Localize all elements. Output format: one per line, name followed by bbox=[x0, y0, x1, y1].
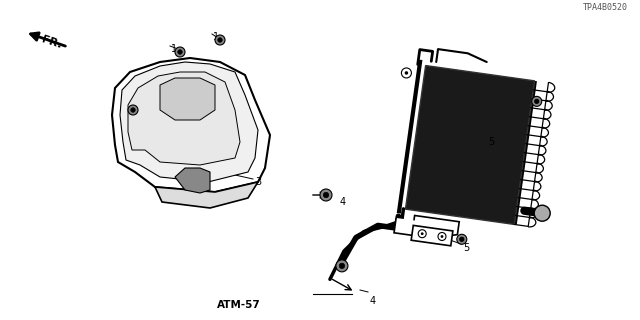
Circle shape bbox=[320, 189, 332, 201]
Circle shape bbox=[131, 108, 135, 112]
Polygon shape bbox=[120, 62, 258, 182]
Circle shape bbox=[420, 232, 424, 235]
Polygon shape bbox=[155, 182, 258, 208]
Text: TPA4B0520: TPA4B0520 bbox=[583, 3, 628, 12]
Circle shape bbox=[336, 260, 348, 272]
Text: ATM-57: ATM-57 bbox=[217, 300, 260, 310]
Circle shape bbox=[218, 38, 222, 42]
Text: 1: 1 bbox=[213, 32, 219, 42]
Polygon shape bbox=[160, 78, 215, 120]
Text: 5: 5 bbox=[488, 137, 494, 147]
Text: 2: 2 bbox=[418, 227, 424, 237]
Polygon shape bbox=[175, 168, 210, 193]
Polygon shape bbox=[394, 215, 460, 238]
Circle shape bbox=[460, 237, 464, 242]
Polygon shape bbox=[406, 66, 534, 224]
Polygon shape bbox=[128, 72, 240, 165]
Circle shape bbox=[323, 192, 329, 198]
Circle shape bbox=[457, 234, 467, 244]
Text: FR.: FR. bbox=[41, 34, 63, 50]
Polygon shape bbox=[112, 58, 270, 192]
Circle shape bbox=[532, 96, 541, 106]
Circle shape bbox=[440, 235, 444, 238]
Circle shape bbox=[404, 71, 408, 75]
Circle shape bbox=[128, 105, 138, 115]
Text: 4: 4 bbox=[340, 197, 346, 207]
Circle shape bbox=[339, 263, 344, 268]
Text: 4: 4 bbox=[370, 296, 376, 306]
Text: 5: 5 bbox=[463, 243, 469, 253]
Polygon shape bbox=[411, 225, 453, 246]
Text: ATM-57: ATM-57 bbox=[175, 193, 219, 203]
Circle shape bbox=[215, 35, 225, 45]
Text: 6: 6 bbox=[142, 102, 148, 112]
Text: 3: 3 bbox=[255, 177, 261, 187]
Circle shape bbox=[175, 47, 185, 57]
Text: 1: 1 bbox=[171, 44, 177, 54]
Circle shape bbox=[534, 99, 539, 104]
Circle shape bbox=[534, 205, 550, 221]
Circle shape bbox=[178, 50, 182, 54]
